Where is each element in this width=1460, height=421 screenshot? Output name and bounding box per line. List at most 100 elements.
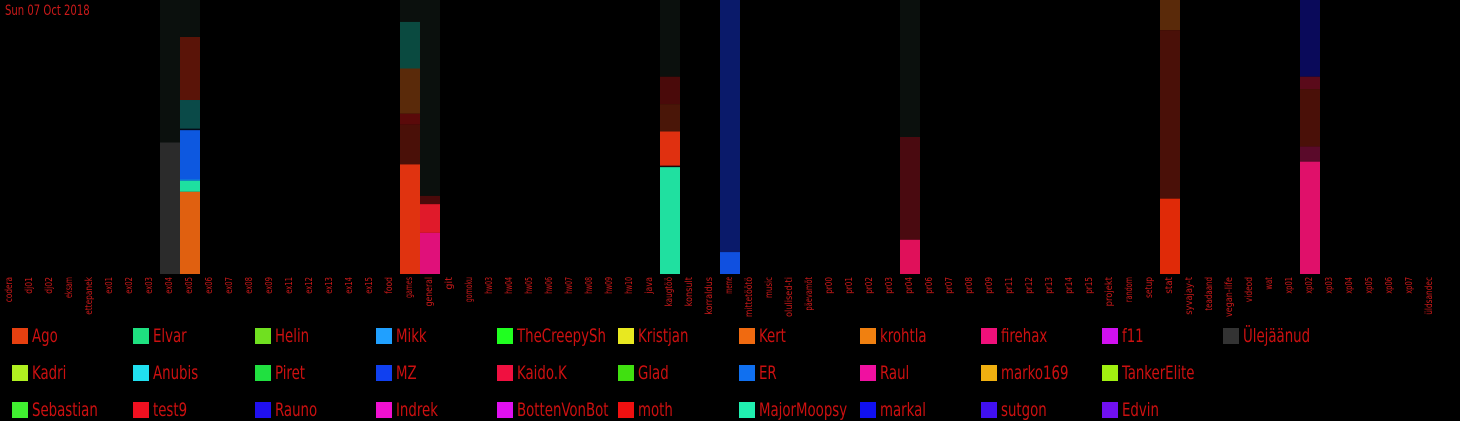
tick-label-dj02: dj02 bbox=[44, 277, 55, 294]
tick-label-meme: meme bbox=[724, 277, 735, 294]
tick-label-xp05: xp05 bbox=[1364, 277, 1375, 294]
legend-swatch bbox=[739, 365, 755, 381]
legend-swatch bbox=[255, 365, 271, 381]
bar-segment-pr04-0 bbox=[900, 0, 920, 137]
legend-label: Ülejäänud bbox=[1243, 325, 1311, 347]
tick-label-gomoku: gomoku bbox=[464, 277, 475, 302]
legend-swatch bbox=[133, 328, 149, 344]
tick-label-ex12: ex12 bbox=[304, 277, 315, 294]
tick-label-dj01: dj01 bbox=[24, 277, 35, 294]
legend-label: BottenVonBot bbox=[517, 399, 609, 421]
legend-swatch bbox=[618, 365, 634, 381]
tick-label-pr09: pr09 bbox=[984, 277, 995, 294]
tick-label-wat: wat bbox=[1264, 277, 1275, 290]
legend-item-markal: markal bbox=[860, 399, 939, 421]
bar-segment-kaugtöö-4 bbox=[660, 165, 680, 168]
bar-segment-ex05-6 bbox=[180, 180, 200, 192]
tick-label-pr11: pr11 bbox=[1004, 277, 1015, 294]
legend-item-MZ: MZ bbox=[376, 362, 422, 384]
tick-label-ex15: ex15 bbox=[364, 277, 375, 294]
legend-swatch bbox=[376, 402, 392, 418]
tick-label-ex02: ex02 bbox=[124, 277, 135, 294]
tick-label-pr08: pr08 bbox=[964, 277, 975, 294]
legend-label: marko169 bbox=[1001, 362, 1069, 384]
bar-segment-games-4 bbox=[400, 124, 420, 165]
legend-label: krohtla bbox=[880, 325, 927, 347]
tick-label-pr07: pr07 bbox=[944, 277, 955, 294]
legend-label: Glad bbox=[638, 362, 669, 384]
bar-segment-kaugtöö-1 bbox=[660, 76, 680, 105]
legend-item-Indrek: Indrek bbox=[376, 399, 450, 421]
tick-label-korraldus: korraldus bbox=[704, 277, 715, 315]
legend-label: MajorMoopsy bbox=[759, 399, 848, 421]
bar-segment-games-5 bbox=[400, 164, 420, 274]
bar-segment-xp02-0 bbox=[1300, 0, 1320, 77]
bar-segment-stat-1 bbox=[1160, 30, 1180, 199]
tick-label-hw04: hw04 bbox=[504, 277, 515, 294]
legend-item-test9: test9 bbox=[133, 399, 197, 421]
tick-label-pr01: pr01 bbox=[844, 277, 855, 294]
legend-swatch bbox=[739, 328, 755, 344]
legend-item-Helin: Helin bbox=[255, 325, 319, 347]
tick-label-ex04: ex04 bbox=[164, 277, 175, 294]
tick-label-päevamõt: päevamõt bbox=[804, 277, 815, 311]
legend-item-Kaido.K: Kaido.K bbox=[497, 362, 581, 384]
bar-segment-ex05-1 bbox=[180, 36, 200, 101]
bar-segment-xp02-3 bbox=[1300, 146, 1320, 162]
tick-label-vegan-life: vegan-life bbox=[1224, 277, 1235, 317]
tick-label-codera: codera bbox=[4, 277, 15, 302]
legend-label: TankerElite bbox=[1122, 362, 1195, 384]
legend-item-Glad: Glad bbox=[618, 362, 677, 384]
bar-segment-games-3 bbox=[400, 113, 420, 125]
legend-item-moth: moth bbox=[618, 399, 683, 421]
bar-segment-games-0 bbox=[400, 0, 420, 22]
bar-segment-general-3 bbox=[420, 232, 440, 274]
legend-label: Rauno bbox=[275, 399, 318, 421]
legend-label: Anubis bbox=[153, 362, 199, 384]
legend-item-Elvar: Elvar bbox=[133, 325, 196, 347]
tick-label-pr03: pr03 bbox=[884, 277, 895, 294]
legend-item-Raul: Raul bbox=[860, 362, 918, 384]
legend-item-ER: ER bbox=[739, 362, 782, 384]
tick-label-hw03: hw03 bbox=[484, 277, 495, 294]
legend-swatch bbox=[255, 402, 271, 418]
tick-label-projekt: projekt bbox=[1104, 277, 1115, 307]
legend-swatch bbox=[255, 328, 271, 344]
legend-label: sutgon bbox=[1001, 399, 1047, 421]
legend-item-Rauno: Rauno bbox=[255, 399, 329, 421]
legend-label: markal bbox=[880, 399, 926, 421]
legend-item-f11: f11 bbox=[1102, 325, 1150, 347]
legend-swatch bbox=[1102, 328, 1118, 344]
legend-item-Ülejäänud: Ülejäänud bbox=[1223, 325, 1329, 347]
tick-label-games: games bbox=[404, 277, 415, 298]
bar-segment-general-1 bbox=[420, 195, 440, 205]
bar-segment-ex05-0 bbox=[180, 0, 200, 37]
tick-label-ex07: ex07 bbox=[224, 277, 235, 294]
bar-segment-ex05-2 bbox=[180, 100, 200, 129]
legend-swatch bbox=[1223, 328, 1239, 344]
tick-label-xp06: xp06 bbox=[1384, 277, 1395, 294]
legend-item-TankerElite: TankerElite bbox=[1102, 362, 1215, 384]
legend-item-krohtla: krohtla bbox=[860, 325, 940, 347]
bar-segment-meme-1 bbox=[720, 252, 740, 274]
legend-item-marko169: marko169 bbox=[981, 362, 1087, 384]
tick-label-setup: setup bbox=[1144, 277, 1155, 298]
bar-segment-kaugtöö-0 bbox=[660, 0, 680, 77]
tick-label-ex11: ex11 bbox=[284, 277, 295, 294]
legend-label: Kristjan bbox=[638, 325, 689, 347]
tick-label-ex03: ex03 bbox=[144, 277, 155, 294]
bar-segment-stat-0 bbox=[1160, 0, 1180, 31]
bar-segment-xp02-1 bbox=[1300, 76, 1320, 90]
legend-swatch bbox=[497, 328, 513, 344]
legend-label: Kaido.K bbox=[517, 362, 567, 384]
tick-label-xp04: xp04 bbox=[1344, 277, 1355, 294]
bar-segment-ex05-4 bbox=[180, 130, 200, 180]
tick-label-hw10: hw10 bbox=[624, 277, 635, 294]
tick-label-java: java bbox=[644, 277, 655, 295]
legend-label: Edvin bbox=[1122, 399, 1159, 421]
bar-segment-ex04-1 bbox=[160, 142, 180, 274]
legend-swatch bbox=[981, 328, 997, 344]
legend-item-BottenVonBot: BottenVonBot bbox=[497, 399, 634, 421]
legend-label: Indrek bbox=[396, 399, 438, 421]
